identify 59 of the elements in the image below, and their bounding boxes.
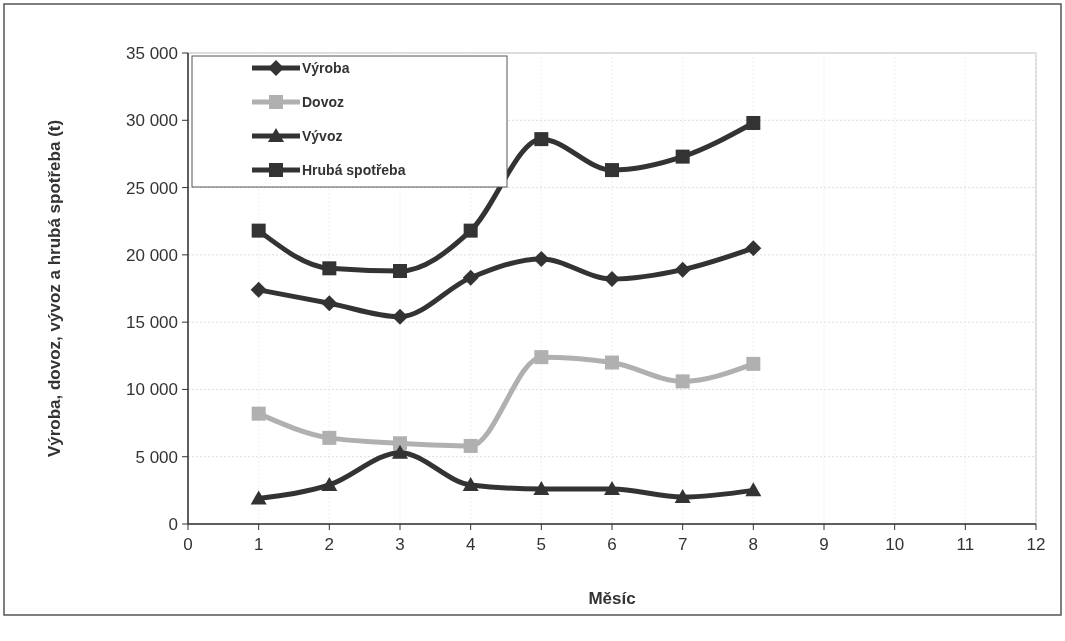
point: [322, 261, 337, 276]
point: [251, 223, 266, 238]
point: [604, 271, 620, 288]
x-tick-label: 8: [748, 535, 759, 554]
point: [746, 356, 761, 371]
point: [674, 489, 691, 504]
y-tick-label: 20 000: [126, 245, 178, 265]
x-tick-label: 9: [819, 535, 829, 554]
x-tick-label: 1: [253, 535, 264, 554]
x-tick-label: 3: [395, 535, 405, 554]
point: [463, 438, 478, 453]
legend-label: Hrubá spotřeba: [302, 161, 406, 178]
point: [462, 476, 479, 491]
x-tick-label: 0: [183, 535, 193, 554]
legend-label: Výroba: [302, 59, 350, 76]
legend-label: Dovoz: [302, 93, 344, 110]
y-tick-label: 30 000: [126, 111, 178, 131]
point: [392, 444, 408, 459]
point: [534, 132, 549, 147]
y-tick-label: 10 000: [126, 380, 178, 400]
point: [393, 264, 407, 279]
legend-label: Vývoz: [302, 127, 343, 144]
y-tick-label: 0: [168, 514, 178, 534]
point: [321, 295, 338, 312]
point: [393, 436, 407, 451]
point: [605, 355, 619, 370]
point: [745, 482, 762, 497]
point: [321, 476, 338, 491]
x-tick-label: 10: [885, 535, 905, 554]
point: [746, 115, 761, 130]
point: [322, 430, 337, 445]
point: [534, 350, 549, 365]
point: [250, 490, 267, 505]
point: [675, 374, 690, 389]
point: [533, 250, 550, 267]
point: [392, 308, 408, 325]
y-tick-label: 25 000: [126, 178, 178, 198]
point: [462, 269, 479, 286]
y-tick-label: 5 000: [135, 447, 178, 467]
y-axis-title: Výroba, dovoz, vývoz a hrubá spotřeba (t): [45, 119, 64, 458]
point: [250, 281, 267, 298]
x-tick-label: 4: [465, 535, 476, 554]
point: [251, 406, 266, 421]
point: [745, 240, 762, 257]
point: [605, 163, 619, 178]
point: [463, 223, 478, 238]
x-axis-title: Měsíc: [588, 589, 636, 608]
point: [675, 149, 690, 164]
point: [674, 261, 691, 278]
x-tick-label: 5: [536, 535, 547, 554]
x-tick-label: 2: [324, 535, 335, 554]
x-tick-label: 12: [1026, 535, 1046, 554]
y-tick-label: 35 000: [126, 43, 178, 63]
x-tick-label: 7: [677, 535, 688, 554]
x-tick-label: 11: [956, 535, 975, 554]
x-tick-label: 6: [607, 535, 617, 554]
point: [533, 481, 550, 496]
y-tick-label: 15 000: [126, 313, 178, 333]
point: [604, 481, 620, 496]
